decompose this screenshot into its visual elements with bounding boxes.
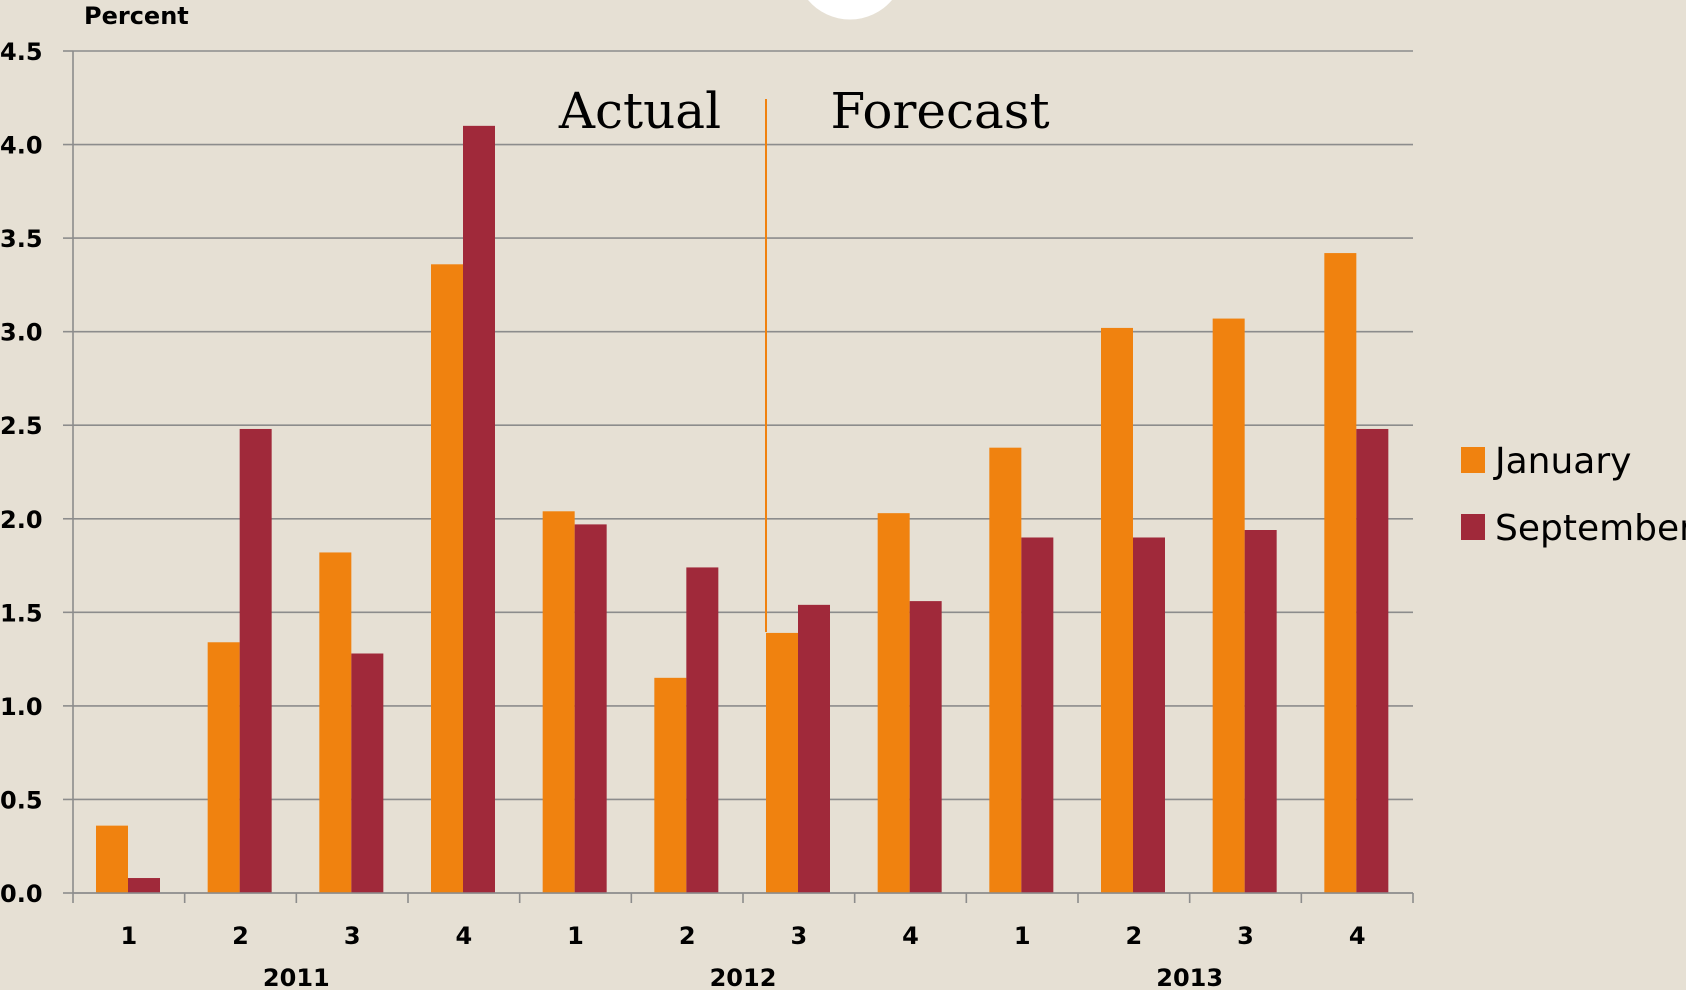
x-tick-label: 3 [344,922,361,950]
bar-september [463,125,495,894]
decorative-circle [808,0,892,20]
legend: January September [1461,441,1686,549]
x-tick-label: 4 [1349,922,1366,950]
legend-swatch-september [1461,514,1485,540]
bar-september [909,601,942,893]
legend-label-january: January [1493,441,1631,482]
bar-january [989,447,1022,893]
x-tick-label: 1 [1014,922,1031,950]
y-tick-label: 3.5 [0,225,43,253]
bar-january [1101,327,1133,893]
bar-september [351,653,384,893]
x-tick-label: 2 [679,922,696,950]
y-tick-label: 1.0 [0,693,43,721]
annotations: Actual Forecast [558,82,1050,632]
bar-january [207,642,240,893]
bar-january [1212,318,1245,894]
y-tick-label: 4.0 [0,132,43,160]
bar-january [654,677,687,893]
x-tick-label: 1 [120,922,137,950]
bar-september [1356,428,1389,893]
x-tick-label: 4 [902,922,919,950]
y-tick-label: 0.5 [0,786,43,814]
x-tick-label: 1 [567,922,584,950]
bar-january [1324,253,1357,893]
annotation-actual: Actual [558,82,721,140]
bar-september [798,604,830,893]
bars [96,125,1389,894]
year-label: 2012 [710,964,777,990]
bar-september [574,524,607,893]
y-tick-label: 1.5 [0,599,43,627]
y-tick-label: 2.0 [0,506,43,534]
y-tick-label: 4.5 [0,38,43,66]
annotation-forecast: Forecast [830,82,1049,140]
axes: 0.0 0.5 1.0 1.5 2.0 2.5 3.0 3.5 4.0 4.5 1 2 3 4 1 2 3 4 1 2… [0,38,1414,990]
legend-label-september: September [1495,508,1686,549]
year-label: 2011 [263,964,330,990]
bar-september [1021,537,1054,893]
x-tick-label: 2 [1125,922,1142,950]
y-tick-label: 3.0 [0,319,43,347]
bar-september [239,428,272,893]
bar-january [431,264,463,894]
y-tick-label: 0.0 [0,880,43,908]
bar-january [96,825,128,893]
gridlines [73,50,1413,894]
year-label: 2013 [1156,964,1223,990]
bar-january [766,632,798,893]
bar-september [1244,530,1277,893]
bar-january [319,552,352,893]
x-tick-label: 2 [232,922,249,950]
x-tick-label: 3 [790,922,807,950]
x-tick-label: 3 [1237,922,1254,950]
bar-january [877,513,910,893]
legend-swatch-january [1461,447,1485,473]
bar-september [128,878,160,893]
y-tick-label: 2.5 [0,412,43,440]
y-axis-label: Percent [84,2,189,30]
bar-september [686,567,719,893]
bar-january [542,511,575,893]
bar-september [1133,537,1165,893]
x-tick-label: 4 [455,922,472,950]
